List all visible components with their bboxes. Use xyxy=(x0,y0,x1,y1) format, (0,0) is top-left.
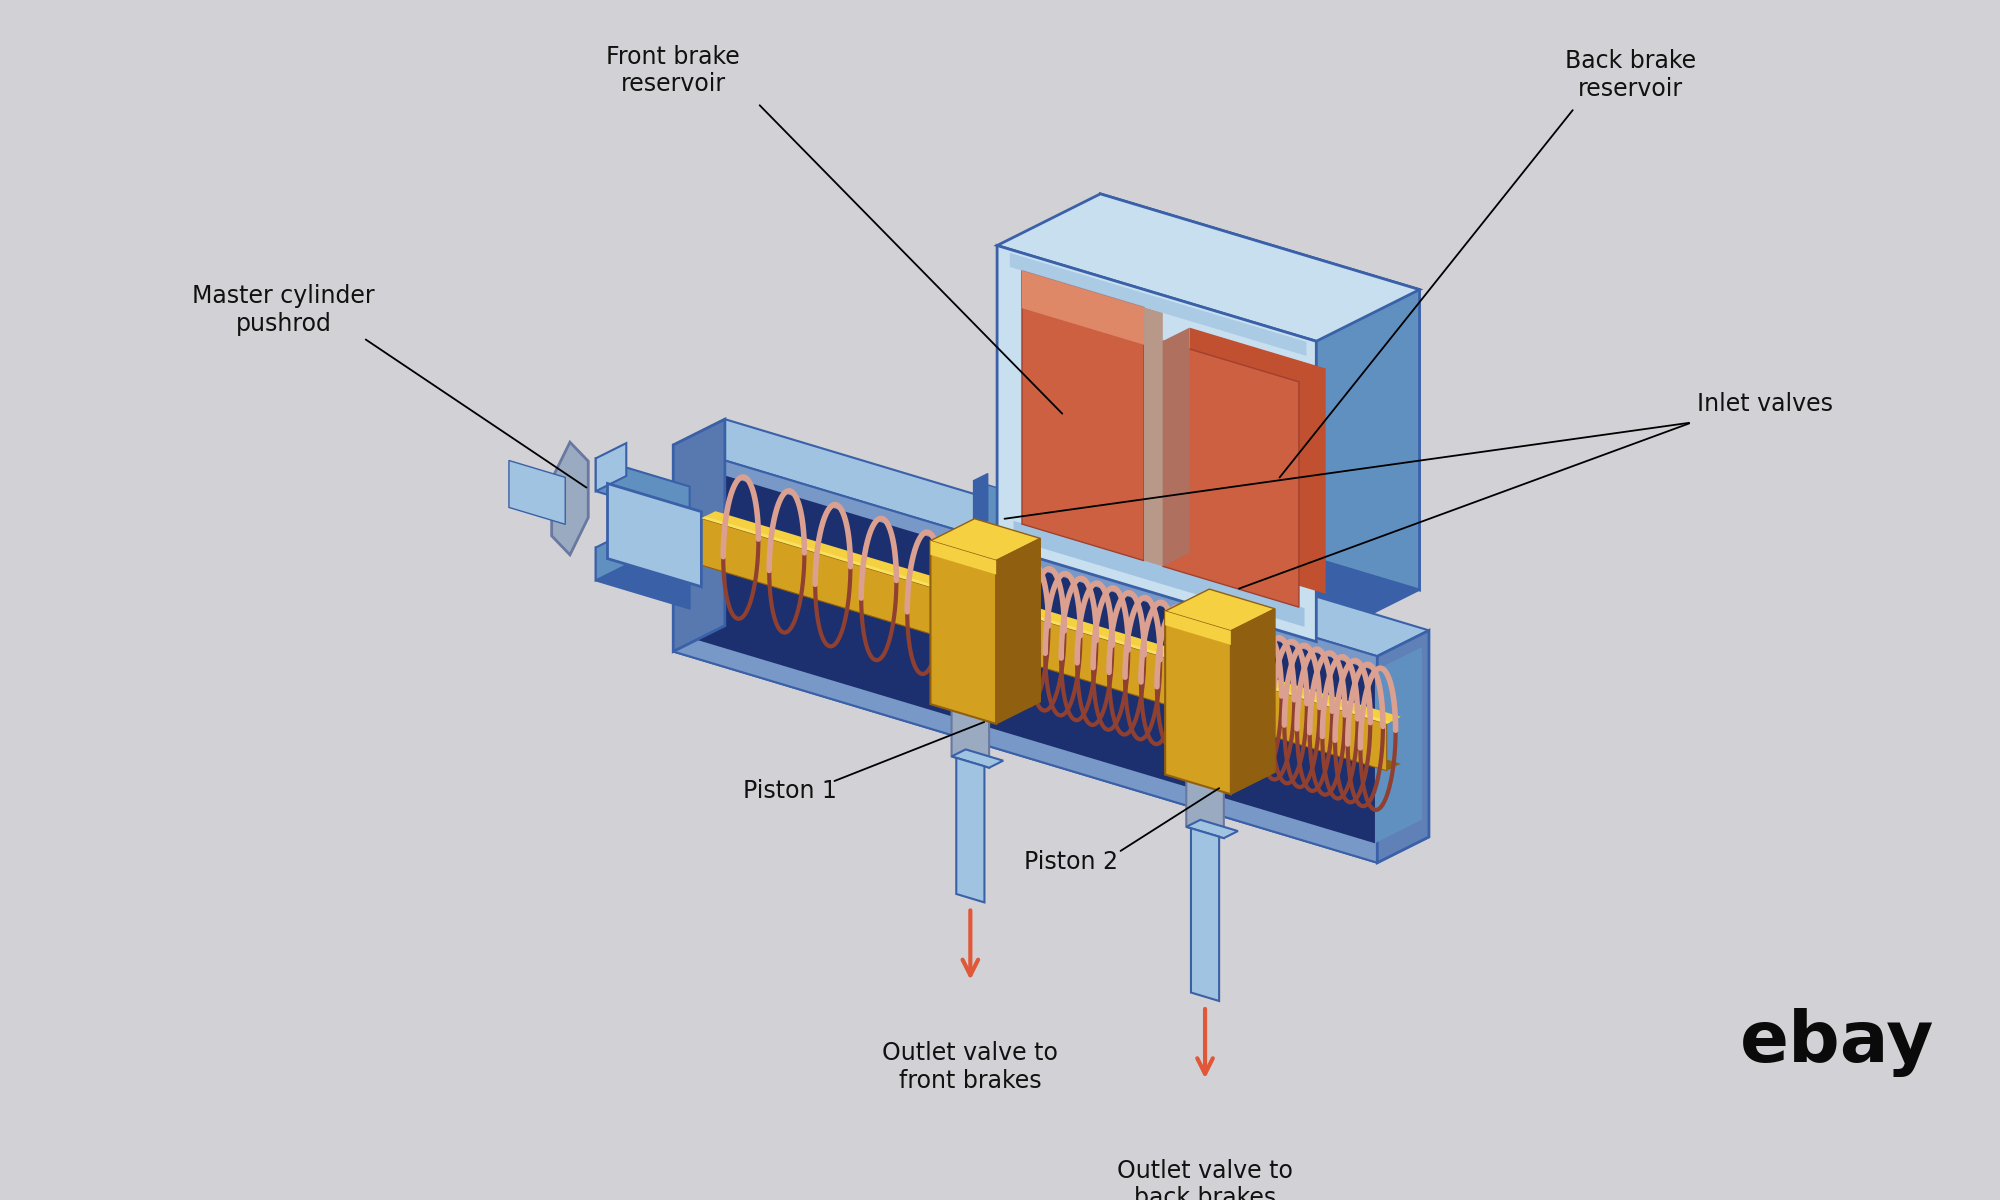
Polygon shape xyxy=(674,419,1428,656)
Polygon shape xyxy=(1230,608,1274,794)
Polygon shape xyxy=(1208,551,1246,610)
Polygon shape xyxy=(996,539,1040,724)
Polygon shape xyxy=(1190,328,1326,594)
Polygon shape xyxy=(674,419,724,652)
Polygon shape xyxy=(1166,589,1274,631)
Text: Front brake
reservoir: Front brake reservoir xyxy=(606,44,740,96)
Text: ebay: ebay xyxy=(1740,1008,1934,1076)
Polygon shape xyxy=(974,481,1012,539)
Text: Piston 2: Piston 2 xyxy=(1024,850,1118,874)
Polygon shape xyxy=(1162,328,1190,566)
Polygon shape xyxy=(952,749,1004,768)
Polygon shape xyxy=(974,474,988,528)
Polygon shape xyxy=(930,541,996,724)
Text: Outlet valve to
front brakes: Outlet valve to front brakes xyxy=(882,1042,1058,1093)
Polygon shape xyxy=(1010,253,1306,356)
Polygon shape xyxy=(1014,521,1304,626)
Polygon shape xyxy=(1374,647,1422,844)
Polygon shape xyxy=(690,464,1374,844)
Polygon shape xyxy=(952,709,990,768)
Polygon shape xyxy=(1166,611,1230,794)
Polygon shape xyxy=(952,702,1004,721)
Polygon shape xyxy=(596,547,690,608)
Polygon shape xyxy=(702,511,1400,724)
Polygon shape xyxy=(608,484,702,587)
Polygon shape xyxy=(596,443,626,491)
Text: Back brake
reservoir: Back brake reservoir xyxy=(1566,49,1696,101)
Polygon shape xyxy=(702,516,1390,724)
Polygon shape xyxy=(1166,611,1230,644)
Polygon shape xyxy=(1186,773,1238,791)
Polygon shape xyxy=(508,461,566,524)
Polygon shape xyxy=(1186,820,1238,838)
Text: Piston 1: Piston 1 xyxy=(742,780,836,804)
Polygon shape xyxy=(956,758,984,902)
Polygon shape xyxy=(596,458,690,520)
Polygon shape xyxy=(1190,828,1220,1001)
Polygon shape xyxy=(674,445,1378,863)
Text: Outlet valve to
back brakes: Outlet valve to back brakes xyxy=(1118,1159,1292,1200)
Polygon shape xyxy=(1144,307,1162,566)
Polygon shape xyxy=(1186,780,1224,838)
Polygon shape xyxy=(930,541,996,575)
Polygon shape xyxy=(702,518,1386,770)
Polygon shape xyxy=(1022,271,1144,344)
Polygon shape xyxy=(1208,544,1222,598)
Polygon shape xyxy=(1162,341,1298,607)
Polygon shape xyxy=(702,558,1400,770)
Polygon shape xyxy=(1100,194,1420,590)
Polygon shape xyxy=(930,518,1040,560)
Text: Master cylinder
pushrod: Master cylinder pushrod xyxy=(192,284,374,336)
Polygon shape xyxy=(1022,271,1144,560)
Polygon shape xyxy=(596,533,626,581)
Polygon shape xyxy=(1378,630,1428,863)
Polygon shape xyxy=(998,494,1420,642)
Polygon shape xyxy=(998,194,1420,341)
Polygon shape xyxy=(674,625,1428,863)
Polygon shape xyxy=(998,246,1316,642)
Text: Inlet valves: Inlet valves xyxy=(1696,391,1832,415)
Polygon shape xyxy=(552,442,588,554)
